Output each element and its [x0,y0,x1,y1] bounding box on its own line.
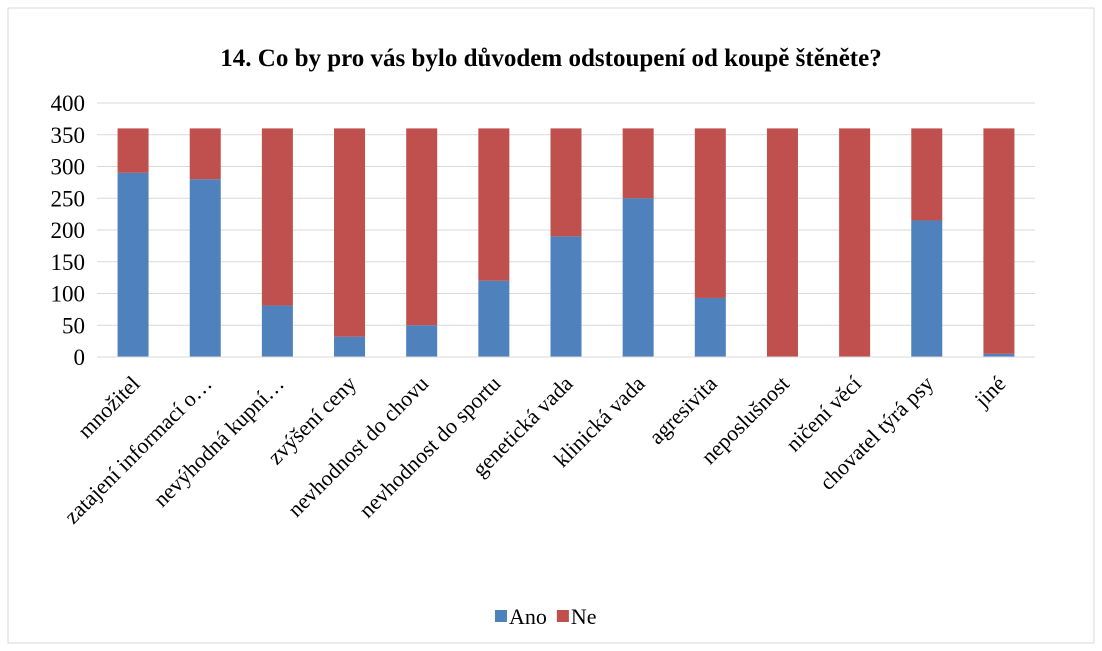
bar-segment [983,353,1015,357]
legend-swatch [495,610,507,622]
legend-label: Ne [571,604,597,629]
bar-segment [117,172,149,357]
bar-segment [694,297,726,357]
bar-segment [622,128,654,199]
y-tick-label: 300 [51,155,86,180]
bar-segment [911,220,943,357]
bar-segment [406,128,438,326]
bar-segment [550,128,582,237]
legend: Ano Ne [495,604,597,629]
y-tick-label: 200 [51,218,86,243]
bar-segment [550,236,582,357]
bar-segment [334,128,366,337]
bar-segment [478,128,510,281]
bar-segment [622,198,654,357]
bar-segment [189,128,221,180]
y-tick-label: 400 [51,91,86,116]
bar-segment [839,128,871,357]
bar-segment [117,128,149,173]
legend-swatch [556,610,569,622]
chart-title: 14. Co by pro vás bylo důvodem odstoupen… [220,45,881,72]
bar-segment [189,179,221,357]
bar-segment [406,325,438,357]
bar-segment [766,128,798,357]
y-tick-label: 350 [51,123,86,148]
y-tick-label: 50 [62,313,85,338]
bar-segment [983,128,1015,354]
y-tick-label: 100 [51,282,86,307]
bar-segment [261,128,293,306]
bar-segment [478,280,510,357]
bar-segment [694,128,726,298]
bar-segment [334,336,366,357]
bar-segment [261,305,293,357]
y-tick-label: 0 [74,345,86,370]
legend-label: Ano [509,604,547,629]
y-tick-label: 250 [51,186,86,211]
y-tick-label: 150 [51,250,86,275]
bar-segment [911,128,943,221]
